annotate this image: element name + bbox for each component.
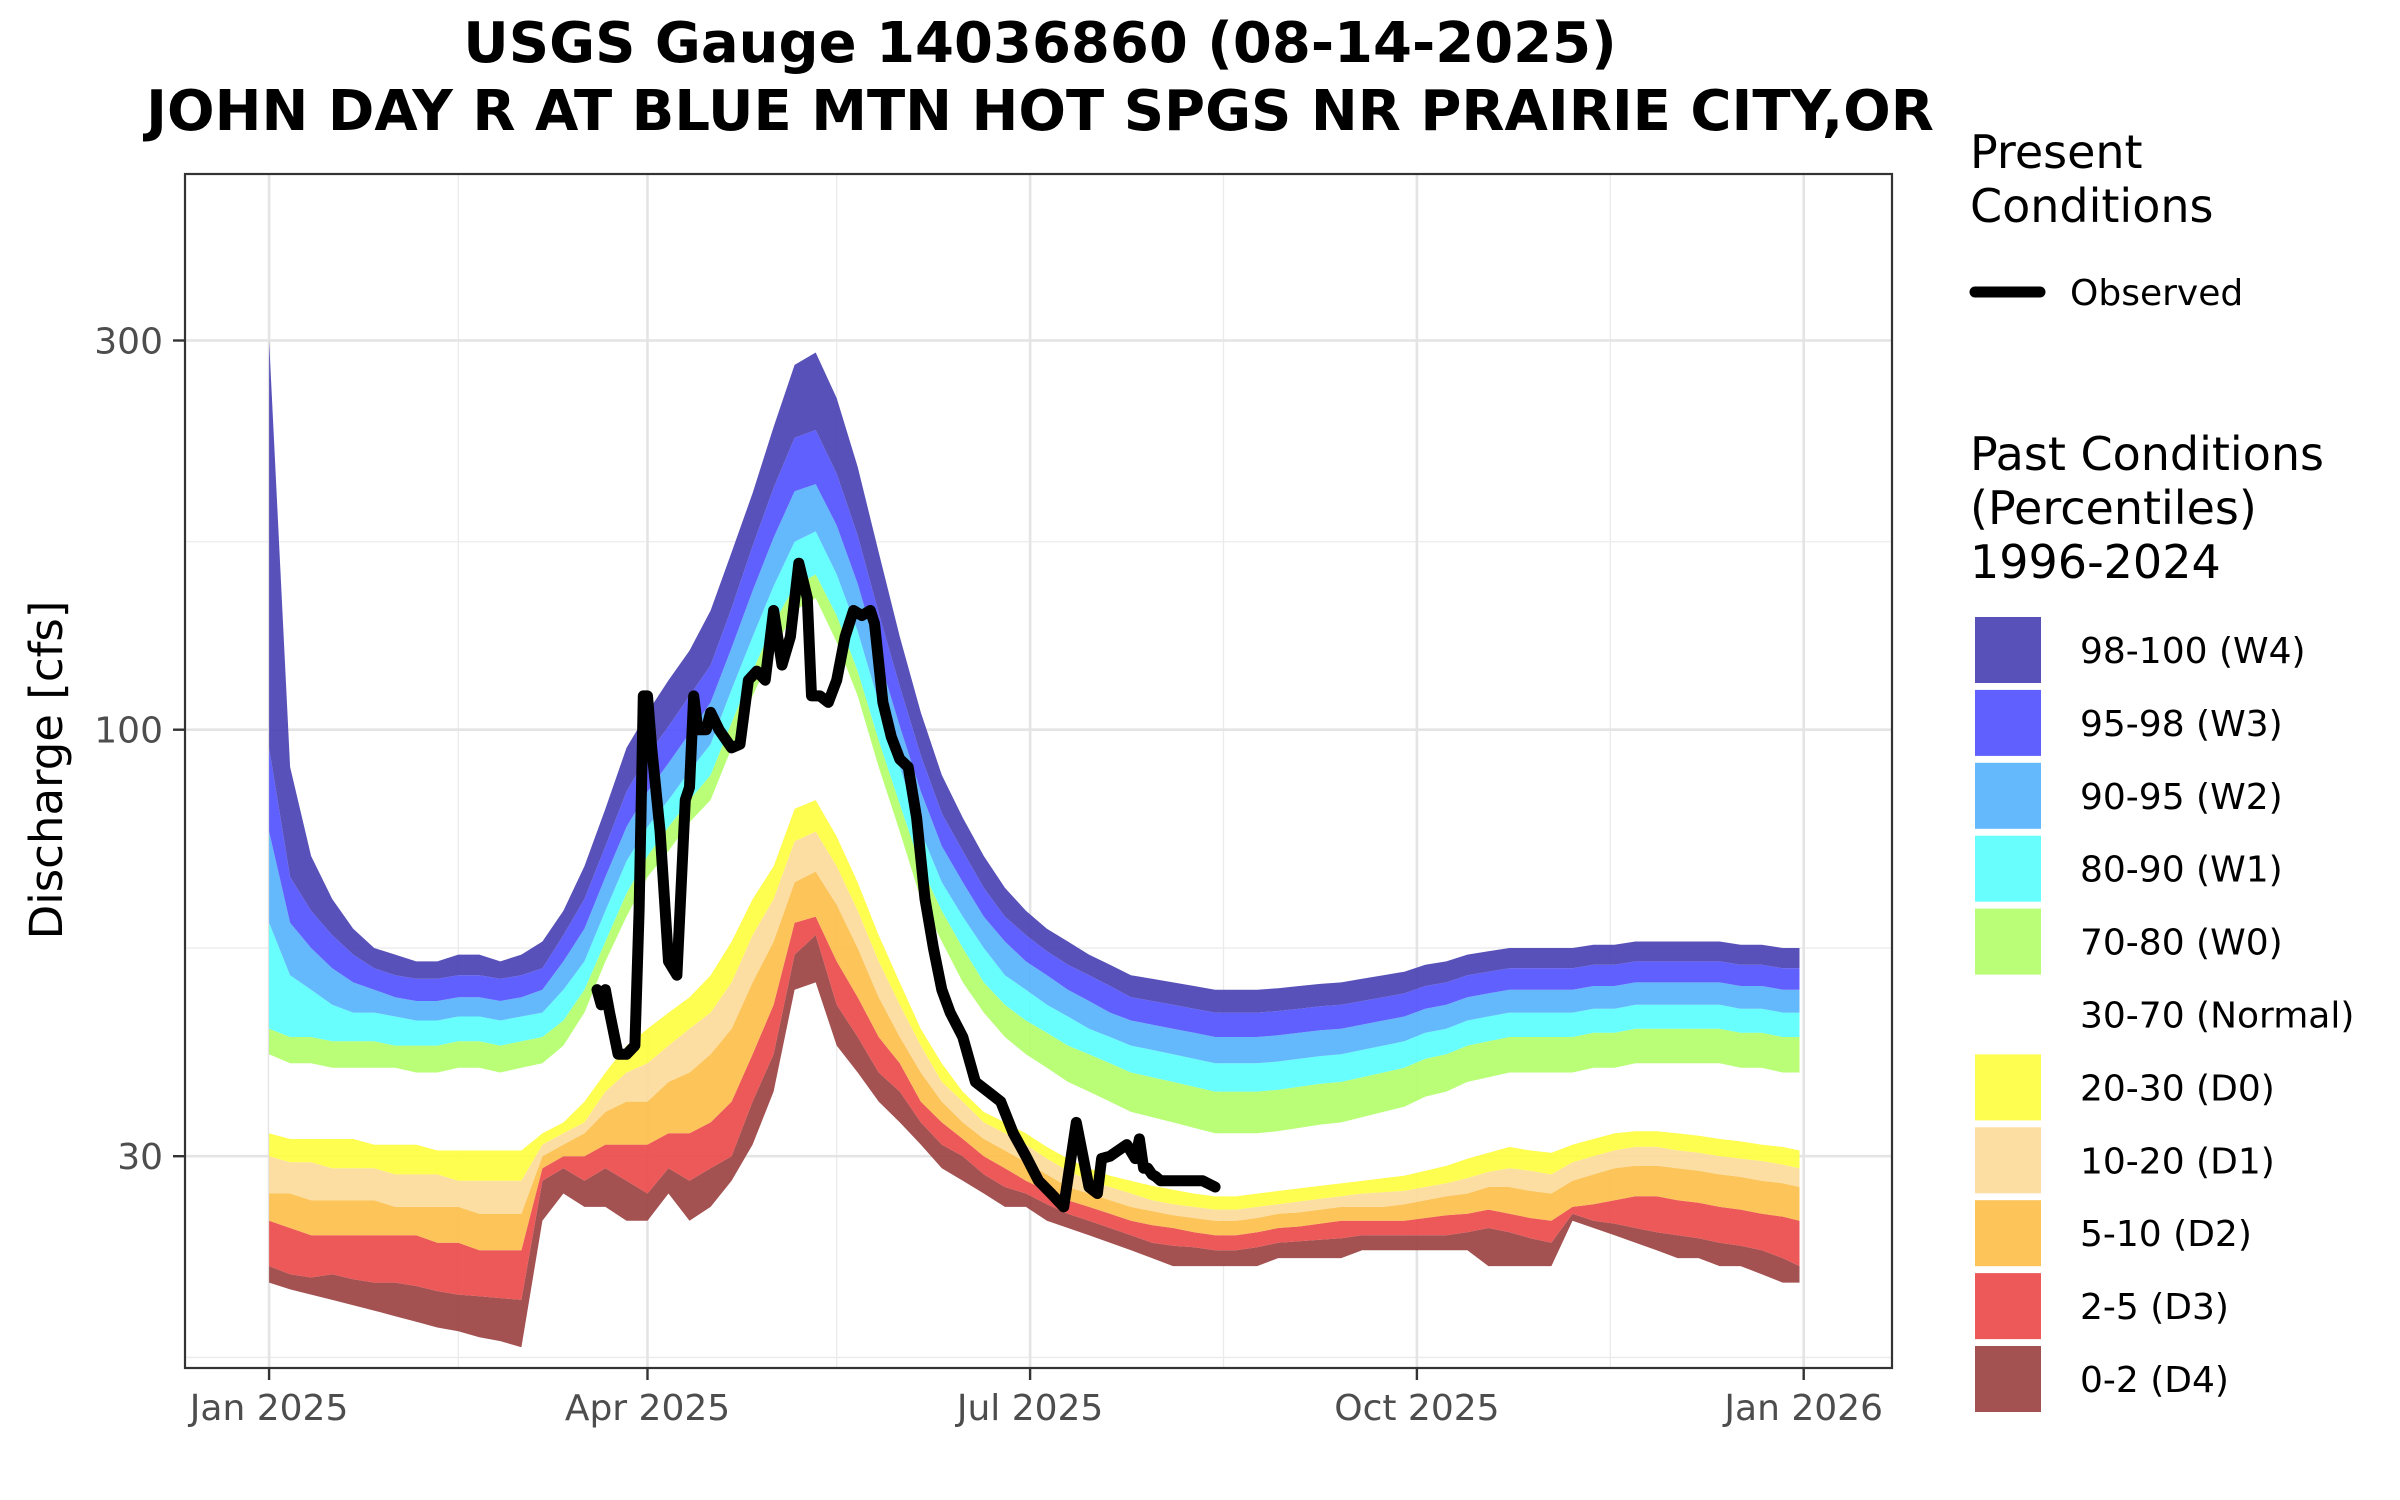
band-w2: [269, 484, 1800, 1064]
legend-label-7: 10-20 (D1): [2080, 1141, 2275, 1182]
y-tick-label-1: 100: [94, 711, 163, 752]
legend-label-3: 80-90 (W1): [2080, 850, 2283, 891]
legend-label-1: 95-98 (W3): [2080, 704, 2283, 745]
y-tick-label-2: 300: [94, 322, 163, 363]
legend-entry-5: 30-70 (Normal): [1975, 981, 2354, 1048]
legend-entry-4: 70-80 (W0): [1975, 908, 2283, 975]
legend-entries: 98-100 (W4) 95-98 (W3) 90-95 (W2) 80-90 (W1…: [1975, 617, 2354, 1412]
legend-entry-8: 5-10 (D2): [1975, 1200, 2252, 1267]
band-normal: [269, 598, 1800, 1197]
x-tick-label-0: Jan 2025: [188, 1388, 349, 1429]
legend-swatch-1: [1975, 689, 2041, 756]
legend-swatch-7: [1975, 1127, 2041, 1194]
legend-observed-label: Observed: [2070, 273, 2243, 314]
legend-swatch-4: [1975, 908, 2041, 975]
legend-swatch-6: [1975, 1054, 2041, 1121]
legend-entry-6: 20-30 (D0): [1975, 1054, 2275, 1121]
percentile-bands: [269, 340, 1800, 1348]
legend-label-0: 98-100 (W4): [2080, 631, 2306, 672]
legend-label-6: 20-30 (D0): [2080, 1068, 2275, 1109]
y-axis-title: Discharge [cfs]: [20, 601, 73, 940]
legend-label-8: 5-10 (D2): [2080, 1214, 2252, 1255]
legend-swatch-9: [1975, 1273, 2041, 1340]
band-w3: [269, 430, 1800, 1037]
band-d4: [269, 935, 1800, 1348]
legend-swatch-5: [1975, 981, 2041, 1048]
chart-subtitle: JOHN DAY R AT BLUE MTN HOT SPGS NR PRAIR…: [142, 79, 1934, 144]
chart-title: USGS Gauge 14036860 (08-14-2025): [463, 11, 1616, 76]
band-d0: [269, 800, 1800, 1210]
legend-observed: Observed: [1969, 273, 2243, 314]
legend-label-4: 70-80 (W0): [2080, 923, 2283, 964]
y-tick-label-0: 30: [117, 1137, 163, 1178]
legend-label-2: 90-95 (W2): [2080, 777, 2283, 818]
legend-present-title: Present Conditions: [1970, 125, 2213, 233]
chart-title-group: USGS Gauge 14036860 (08-14-2025) JOHN DA…: [142, 11, 1934, 144]
legend-entry-1: 95-98 (W3): [1975, 689, 2283, 756]
x-tick-label-3: Oct 2025: [1334, 1388, 1499, 1429]
legend-swatch-10: [1975, 1346, 2041, 1412]
band-w4: [269, 340, 1800, 1013]
legend-entry-9: 2-5 (D3): [1975, 1273, 2229, 1340]
legend-entry-10: 0-2 (D4): [1975, 1346, 2229, 1412]
legend-swatch-0: [1975, 617, 2041, 683]
observed-series: [591, 557, 1221, 1213]
x-tick-label-1: Apr 2025: [565, 1388, 730, 1429]
legend-entry-3: 80-90 (W1): [1975, 835, 2283, 902]
x-tick-label-4: Jan 2026: [1722, 1388, 1883, 1429]
legend-swatch-2: [1975, 762, 2041, 829]
band-w1: [269, 531, 1800, 1092]
plot-panel: [183, 172, 1894, 1370]
legend-swatch-3: [1975, 835, 2041, 902]
legend-label-5: 30-70 (Normal): [2080, 996, 2354, 1037]
x-axis: Jan 2025 Apr 2025 Jul 2025 Oct 2025 Jan 2026: [188, 1368, 1883, 1429]
legend-entry-0: 98-100 (W4): [1975, 617, 2306, 683]
y-axis: 30 100 300: [94, 322, 185, 1178]
legend-entry-2: 90-95 (W2): [1975, 762, 2283, 829]
legend-entry-7: 10-20 (D1): [1975, 1127, 2275, 1194]
observed-line: [591, 557, 1221, 1213]
band-d1: [269, 831, 1800, 1221]
band-d3: [269, 916, 1800, 1300]
legend-label-9: 2-5 (D3): [2080, 1287, 2229, 1328]
legend-label-10: 0-2 (D4): [2080, 1360, 2229, 1401]
legend-swatch-8: [1975, 1200, 2041, 1267]
plot-border: [183, 172, 1894, 1370]
legend-past-title: Past Conditions (Percentiles) 1996-2024: [1970, 427, 2324, 589]
x-tick-label-2: Jul 2025: [955, 1388, 1104, 1429]
legend: Present Conditions Observed Past Conditio…: [1969, 125, 2354, 1412]
